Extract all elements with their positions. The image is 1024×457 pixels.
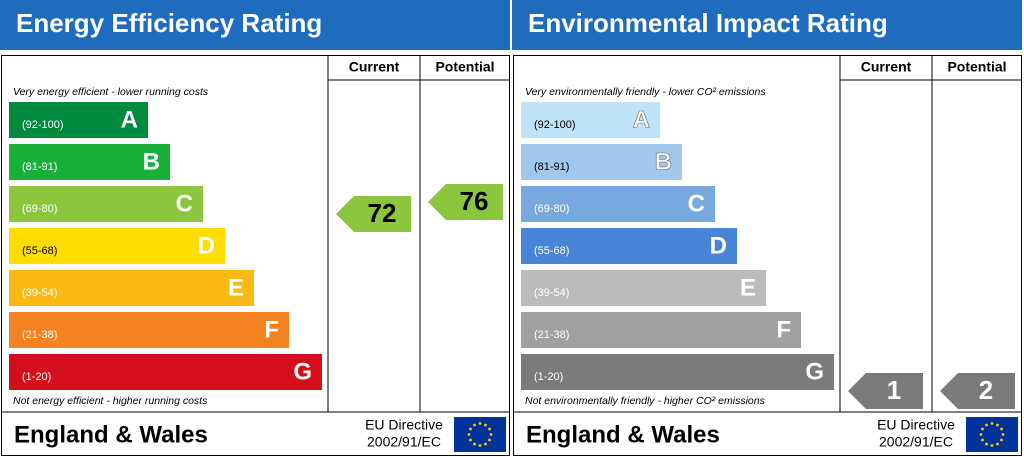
band-range: (81-91) (22, 161, 57, 173)
eu-star (478, 444, 482, 447)
band-range: (21-38) (22, 329, 57, 341)
column-header: Current (861, 59, 912, 75)
band-letter: D (710, 232, 727, 259)
band-letter: G (293, 358, 312, 385)
band-range: (21-38) (534, 329, 569, 341)
bottom-note: Not environmentally friendly - higher CO… (525, 395, 766, 407)
footer-directive: EU Directive (877, 417, 955, 433)
band-bar (521, 228, 737, 264)
band-bar (9, 144, 170, 180)
band-letter: F (264, 316, 279, 343)
band-range: (69-80) (534, 203, 569, 215)
title-bar (0, 0, 510, 50)
band-range: (39-54) (534, 287, 569, 299)
rating-value: 2 (979, 375, 993, 405)
band-letter: E (740, 274, 756, 301)
band-letter: B (655, 148, 672, 175)
footer-directive: EU Directive (365, 417, 443, 433)
eu-star (996, 423, 999, 427)
eu-star (488, 438, 491, 442)
band-letter: D (198, 232, 215, 259)
band-letter: G (805, 358, 824, 385)
top-note: Very energy efficient - lower running co… (13, 86, 209, 98)
eu-star (473, 442, 476, 446)
band-bar (521, 102, 660, 138)
eu-star (985, 423, 988, 427)
band-bar (9, 270, 254, 306)
eu-star (996, 442, 999, 446)
band-bar (9, 312, 289, 348)
bottom-note: Not energy efficient - higher running co… (13, 395, 208, 407)
band-letter: A (633, 106, 650, 133)
band-letter: C (176, 190, 193, 217)
eu-star (489, 433, 493, 436)
frame (1, 55, 510, 456)
band-letter: E (228, 274, 244, 301)
rating-arrow (336, 196, 411, 232)
band-letter: A (121, 106, 138, 133)
band-letter: F (776, 316, 791, 343)
panel-title: Environmental Impact Rating (528, 8, 888, 38)
band-bar (521, 354, 834, 390)
frame (513, 55, 1022, 456)
band-letter: B (143, 148, 160, 175)
band-range: (1-20) (534, 371, 563, 383)
eu-star (469, 438, 472, 442)
band-range: (1-20) (22, 371, 51, 383)
band-range: (55-68) (534, 245, 569, 257)
band-bar (9, 354, 322, 390)
eu-star (484, 423, 487, 427)
band-range: (39-54) (22, 287, 57, 299)
band-bar (521, 144, 682, 180)
rating-value: 76 (460, 186, 489, 216)
band-range: (81-91) (534, 161, 569, 173)
eu-star (467, 433, 471, 436)
eu-star (469, 427, 472, 431)
band-letter: C (688, 190, 705, 217)
band-bar (521, 186, 715, 222)
eu-star (990, 444, 994, 447)
rating-arrow (848, 373, 923, 409)
top-note: Very environmentally friendly - lower CO… (525, 86, 766, 98)
rating-arrow (428, 184, 503, 220)
rating-value: 72 (368, 198, 397, 228)
footer-region: England & Wales (526, 421, 720, 448)
band-range: (69-80) (22, 203, 57, 215)
eu-star (473, 423, 476, 427)
footer-code: 2002/91/EC (367, 434, 441, 450)
eu-star (979, 433, 983, 436)
eu-star (1001, 433, 1005, 436)
eu-star (981, 427, 984, 431)
column-header: Current (349, 59, 400, 75)
band-bar (9, 186, 203, 222)
panel-title: Energy Efficiency Rating (16, 8, 322, 38)
rating-arrow (940, 373, 1015, 409)
band-range: (92-100) (22, 119, 64, 131)
title-bar (512, 0, 1022, 50)
eu-star (1000, 427, 1003, 431)
band-range: (55-68) (22, 245, 57, 257)
column-header: Potential (435, 59, 494, 75)
eu-star (990, 422, 994, 425)
band-bar (9, 102, 148, 138)
eu-star (981, 438, 984, 442)
eu-star (985, 442, 988, 446)
rating-value: 1 (887, 375, 901, 405)
eu-star (478, 422, 482, 425)
band-bar (521, 312, 801, 348)
footer-region: England & Wales (14, 421, 208, 448)
eu-star (484, 442, 487, 446)
footer-code: 2002/91/EC (879, 434, 953, 450)
band-bar (9, 228, 225, 264)
eu-star (1000, 438, 1003, 442)
column-header: Potential (947, 59, 1006, 75)
eu-star (488, 427, 491, 431)
band-bar (521, 270, 766, 306)
band-range: (92-100) (534, 119, 576, 131)
